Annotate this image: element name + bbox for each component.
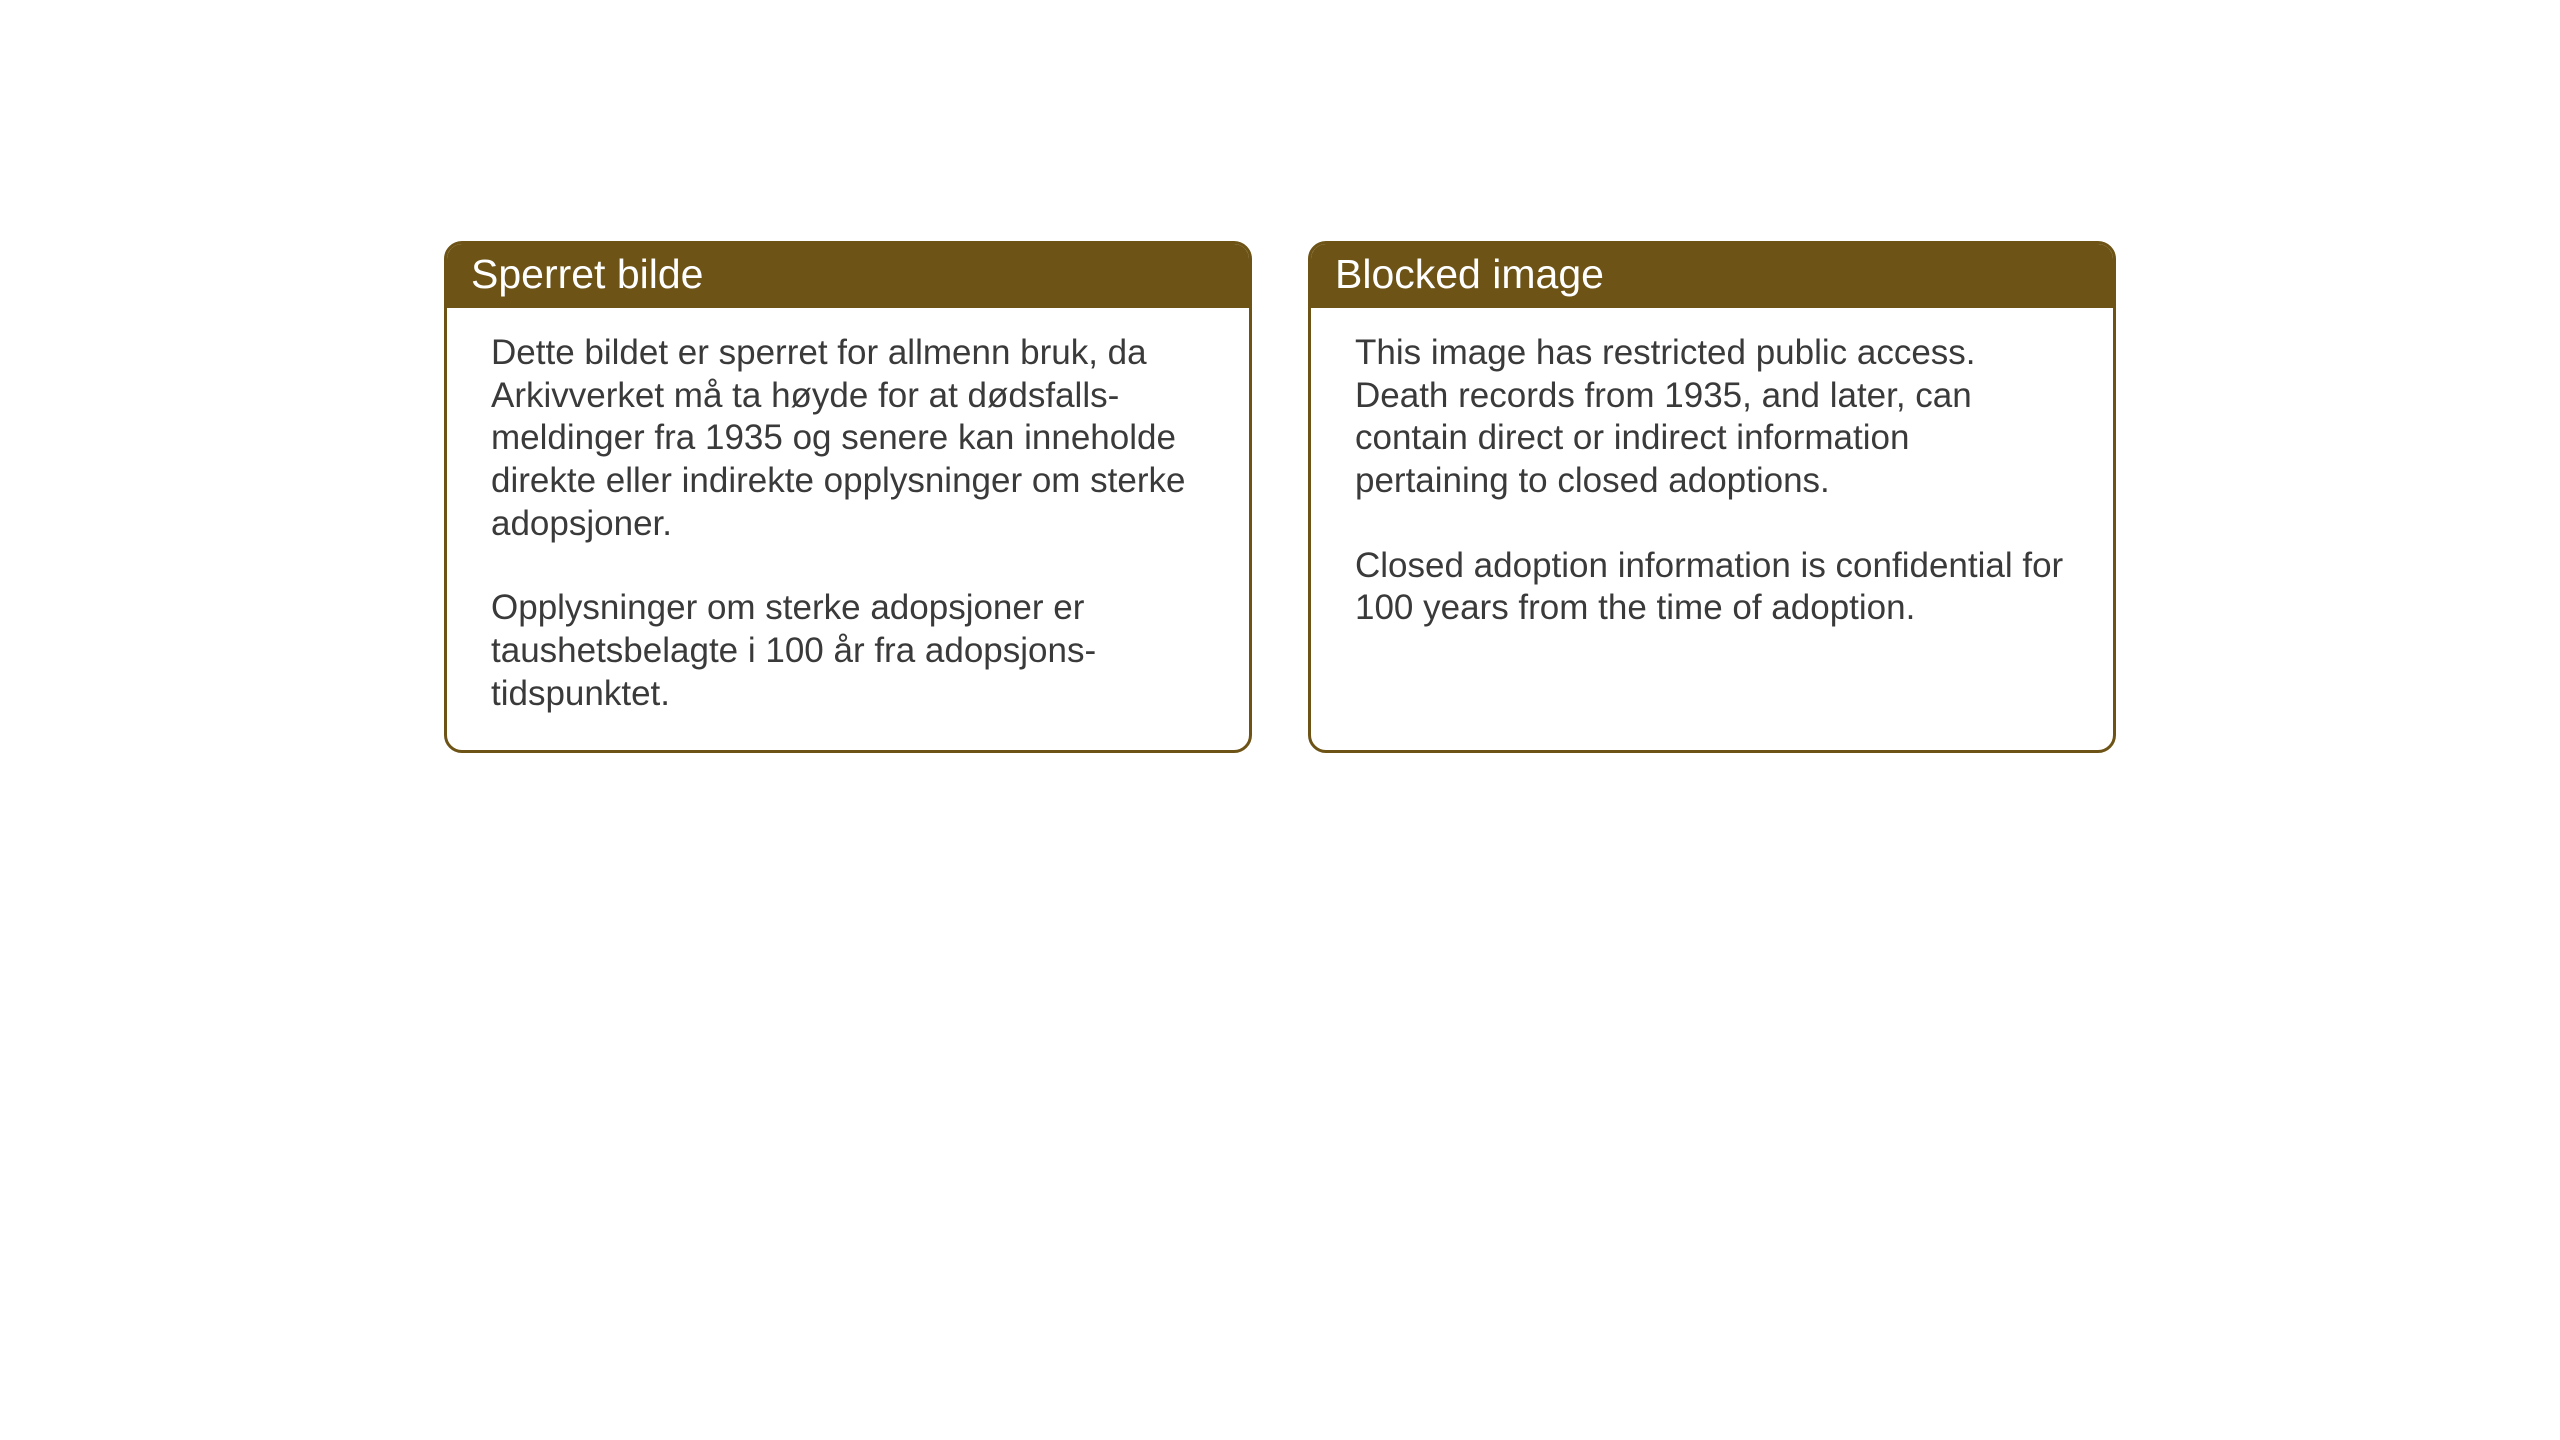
paragraph-english-2: Closed adoption information is confident… [1355, 545, 2069, 630]
paragraph-norwegian-2: Opplysninger om sterke adopsjoner er tau… [491, 587, 1205, 715]
card-header-norwegian: Sperret bilde [447, 244, 1249, 308]
card-body-norwegian: Dette bildet er sperret for allmenn bruk… [447, 308, 1249, 750]
notice-container: Sperret bilde Dette bildet er sperret fo… [0, 0, 2560, 753]
paragraph-english-1: This image has restricted public access.… [1355, 332, 2069, 503]
paragraph-norwegian-1: Dette bildet er sperret for allmenn bruk… [491, 332, 1205, 545]
card-header-english: Blocked image [1311, 244, 2113, 308]
notice-card-norwegian: Sperret bilde Dette bildet er sperret fo… [444, 241, 1252, 753]
notice-card-english: Blocked image This image has restricted … [1308, 241, 2116, 753]
card-body-english: This image has restricted public access.… [1311, 308, 2113, 696]
